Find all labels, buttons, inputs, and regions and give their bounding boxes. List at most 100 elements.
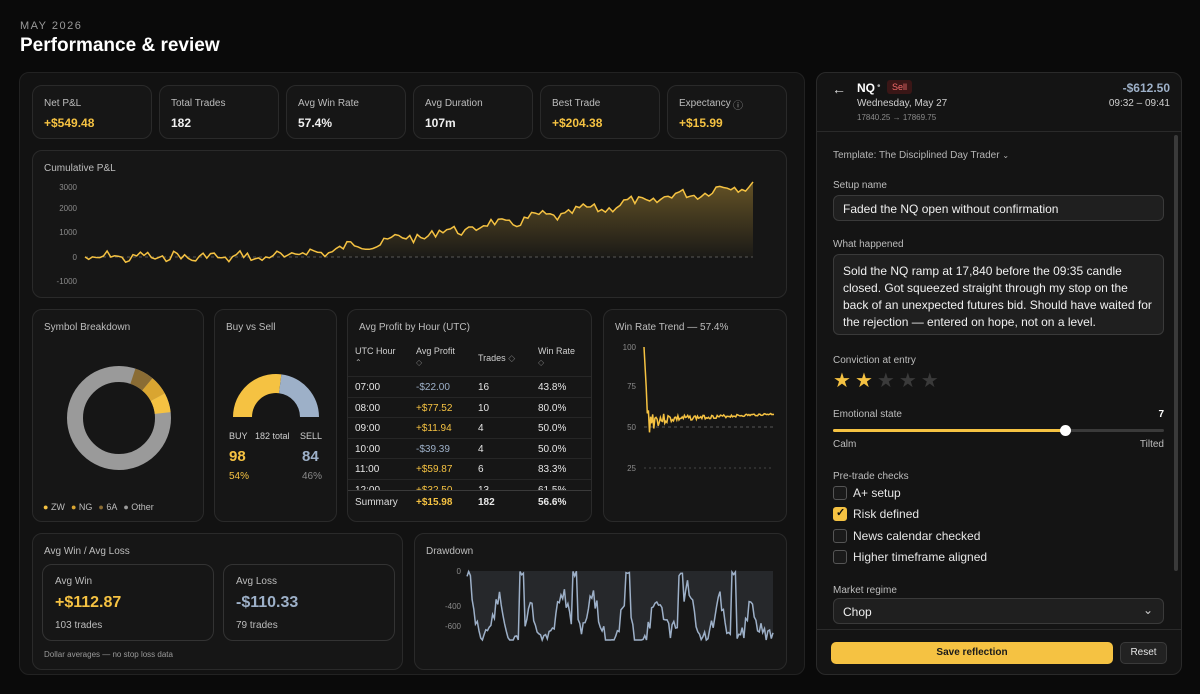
save-reflection-button[interactable]: Save reflection [831,642,1113,664]
symbol-breakdown-card: Symbol Breakdown ● ZW ● NG ● 6A ● Other [32,309,204,522]
hourly-profit-card: Avg Profit by Hour (UTC) UTC Hour ⌃ Avg P… [347,309,592,522]
y-tick-label: 50 [627,423,636,432]
separator-dot: • [877,81,881,92]
y-tick-label: 1000 [59,228,77,237]
cell-winrate: 43.8% [538,382,567,393]
kpi-label: Avg Duration [425,98,483,109]
emotion-min-label: Calm [833,439,857,450]
sell-count: 84 [302,448,319,465]
checkbox[interactable] [833,486,847,500]
page-title: Performance & review [20,35,220,56]
sell-percent: 46% [302,471,323,482]
checkbox-label[interactable]: News calendar checked [853,529,981,543]
checkbox[interactable] [833,529,847,543]
y-tick-label: -600 [445,622,462,631]
checkbox[interactable]: ✓ [833,507,847,521]
star-icon[interactable]: ★ [920,370,943,392]
kpi-label: Total Trades [171,98,226,109]
buy-label: BUY [229,431,248,441]
emotion-slider-track[interactable] [833,425,1164,436]
cell-hour: 09:00 [355,423,381,434]
sort-icon: ◇ [538,358,545,367]
cell-profit: +$59.87 [416,464,453,475]
back-arrow-icon[interactable]: ← [832,81,846,97]
cell-trades: 6 [478,464,484,475]
cell-trades: 10 [478,402,490,414]
kpi-value: 57.4% [298,116,333,130]
star-icon[interactable]: ★ [898,370,921,392]
cell-trades: 4 [478,443,484,455]
cell-trades: 13 [478,484,490,491]
star-icon[interactable]: ★ [833,370,855,392]
checkbox-label[interactable]: Risk defined [853,507,920,521]
review-footer-divider [817,629,1181,630]
cell-winrate: 50.0% [538,423,567,434]
y-tick-label: -400 [445,602,462,611]
kpi-label: Avg Win Rate [298,98,359,109]
emotion-slider-thumb[interactable] [1059,425,1071,436]
cumulative-pnl-title: Cumulative P&L [44,163,116,174]
checkbox-label[interactable]: Higher timeframe aligned [853,550,988,564]
kpi-value: 107m [425,116,456,130]
cumulative-line [84,181,754,264]
emotional-state-value: 7 [1158,409,1164,420]
cell-hour: 12:00 [355,484,381,491]
checkbox-label[interactable]: A+ setup [853,486,901,500]
cell-winrate: 61.5% [538,484,567,491]
summary-label: Summary [355,497,398,508]
sell-arc [279,374,319,417]
symbol-donut-chart [67,366,171,470]
template-selector[interactable]: Template: The Disciplined Day Trader ⌄ [833,150,1009,161]
setup-name-label: Setup name [833,180,887,191]
kpi-value: +$549.48 [44,116,95,130]
kpi-card-avg-win-rate: Avg Win Rate 57.4% [286,85,406,139]
sort-asc-icon: ⌃ [355,358,362,367]
column-header-winrate-label: Win Rate [538,346,576,356]
setup-name-input[interactable]: Faded the NQ open without confirmation [833,195,1164,221]
conviction-rating[interactable]: ★★★★★ [833,368,943,393]
reset-label: Reset [1130,647,1157,658]
donut-slice-other [67,366,171,470]
table-row: 08:00 +$77.52 10 80.0% [348,396,591,417]
star-icon[interactable]: ★ [854,370,877,392]
chevron-down-icon: ⌄ [1142,603,1153,617]
column-header-profit-label: Avg Profit [416,346,455,356]
info-icon[interactable]: ⓘ [733,101,743,112]
cell-winrate: 80.0% [538,402,567,414]
avg-win-value: +$112.87 [55,594,122,611]
table-row: 11:00 +$59.87 6 83.3% [348,458,591,478]
win-rate-trend-title: Win Rate Trend — 57.4% [615,322,729,333]
column-header-hour-label: UTC Hour [355,346,396,356]
drawdown-chart: 0 -400 -600 [445,567,774,643]
kpi-label: Net P&L [44,98,82,109]
what-happened-textarea[interactable]: Sold the NQ ramp at 17,840 before the 09… [833,254,1164,335]
kpi-card-expectancy: Expectancy ⓘ +$15.99 [667,85,787,139]
column-header-trades[interactable]: Trades ◇ [478,353,515,364]
legend-dot-icon: ● [123,502,132,512]
setup-name-value: Faded the NQ open without confirmation [843,202,1059,216]
checkbox[interactable] [833,550,847,564]
cell-hour: 08:00 [355,402,381,414]
avg-loss-box: Avg Loss -$110.33 79 trades [223,564,395,641]
buy-percent: 54% [229,471,250,482]
column-header-hour[interactable]: UTC Hour ⌃ [355,346,396,367]
y-tick-label: 100 [623,343,637,352]
summary-profit: +$15.98 [416,497,453,508]
cell-profit: +$32.50 [416,484,453,491]
trade-symbol: NQ [857,81,875,95]
reset-button[interactable]: Reset [1120,642,1167,664]
column-header-winrate[interactable]: Win Rate ◇ [538,346,575,367]
star-icon[interactable]: ★ [876,370,899,392]
period-label: MAY 2026 [20,20,83,32]
avg-loss-label: Avg Loss [236,576,277,587]
hourly-table-body[interactable]: 07:00 -$22.00 16 43.8% 08:00 +$77.52 10 80.0% 09… [348,376,591,490]
sort-icon: ◇ [508,353,516,363]
kpi-value: +$15.99 [679,116,723,130]
cell-hour: 07:00 [355,382,381,393]
market-regime-select[interactable]: Chop ⌄ [833,598,1164,624]
buy-vs-sell-title: Buy vs Sell [226,322,276,333]
buy-arc [233,374,282,417]
column-header-profit[interactable]: Avg Profit ◇ [416,346,455,367]
legend-item: ● Other [123,502,153,512]
panel-scrollbar[interactable] [1174,135,1178,571]
